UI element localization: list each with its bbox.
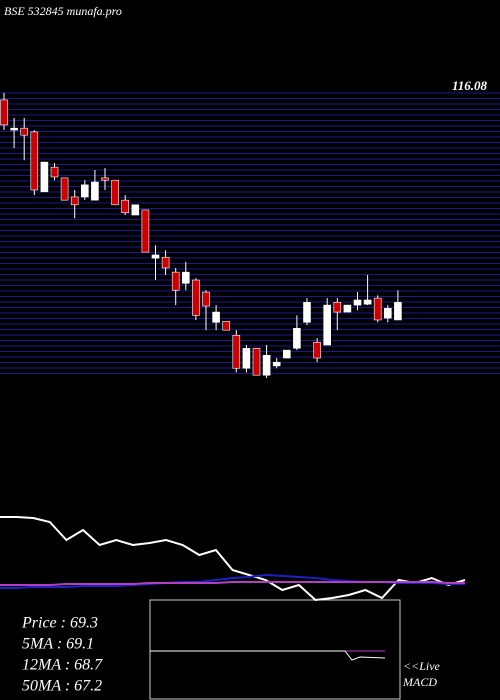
indicator-line bbox=[0, 516, 466, 602]
candle-body bbox=[60, 177, 69, 201]
candle-body bbox=[252, 347, 261, 376]
candle-body bbox=[171, 271, 180, 291]
candle-body bbox=[303, 302, 311, 323]
candle-body bbox=[192, 279, 200, 316]
candle-body bbox=[272, 361, 281, 367]
candle-body bbox=[50, 166, 59, 178]
macd-box bbox=[149, 599, 401, 700]
candle-body bbox=[101, 177, 109, 181]
candle-body bbox=[182, 271, 190, 284]
legend-entry: 12MA : 68.7 bbox=[22, 657, 103, 674]
candle-body bbox=[293, 328, 301, 349]
candle-body bbox=[373, 297, 382, 321]
candle-body bbox=[111, 179, 119, 206]
candle-body bbox=[212, 311, 220, 323]
candle-body bbox=[202, 291, 210, 307]
candle-body bbox=[121, 199, 129, 214]
candle-body bbox=[0, 99, 8, 126]
candle-body bbox=[343, 304, 352, 313]
macd-tail bbox=[344, 650, 386, 661]
note: <<Live bbox=[403, 659, 441, 673]
candle-body bbox=[131, 204, 140, 216]
candle-body bbox=[222, 321, 230, 331]
candle-body bbox=[20, 127, 29, 136]
candle-body bbox=[313, 341, 321, 359]
candle-body bbox=[91, 181, 99, 201]
candle-body bbox=[282, 349, 291, 359]
candle-body bbox=[383, 308, 392, 319]
candle-body bbox=[323, 304, 332, 346]
candle-body bbox=[394, 302, 402, 321]
note: MACD bbox=[402, 675, 437, 689]
candle-body bbox=[151, 254, 160, 259]
candle-body bbox=[161, 256, 170, 269]
chart-title: BSE 532845 munafa.pro bbox=[4, 4, 122, 18]
candle-body bbox=[242, 347, 251, 369]
candle-body bbox=[10, 127, 18, 131]
legend-entry: 50MA : 67.2 bbox=[22, 678, 102, 695]
candle-body bbox=[70, 196, 79, 206]
legend-entry: 5MA : 69.1 bbox=[22, 636, 94, 653]
candle-body bbox=[141, 209, 150, 253]
candle-body bbox=[40, 161, 49, 193]
candle-body bbox=[353, 299, 362, 306]
candle-body bbox=[81, 184, 89, 198]
candle-body bbox=[232, 334, 241, 369]
legend-entry: Price : 69.3 bbox=[21, 615, 98, 632]
indicator-line bbox=[0, 581, 465, 586]
candle-body bbox=[333, 302, 342, 313]
candle-body bbox=[30, 131, 39, 191]
y-tick-label: 116.08 bbox=[452, 78, 488, 93]
candle-body bbox=[363, 299, 372, 305]
candle-body bbox=[262, 354, 271, 376]
